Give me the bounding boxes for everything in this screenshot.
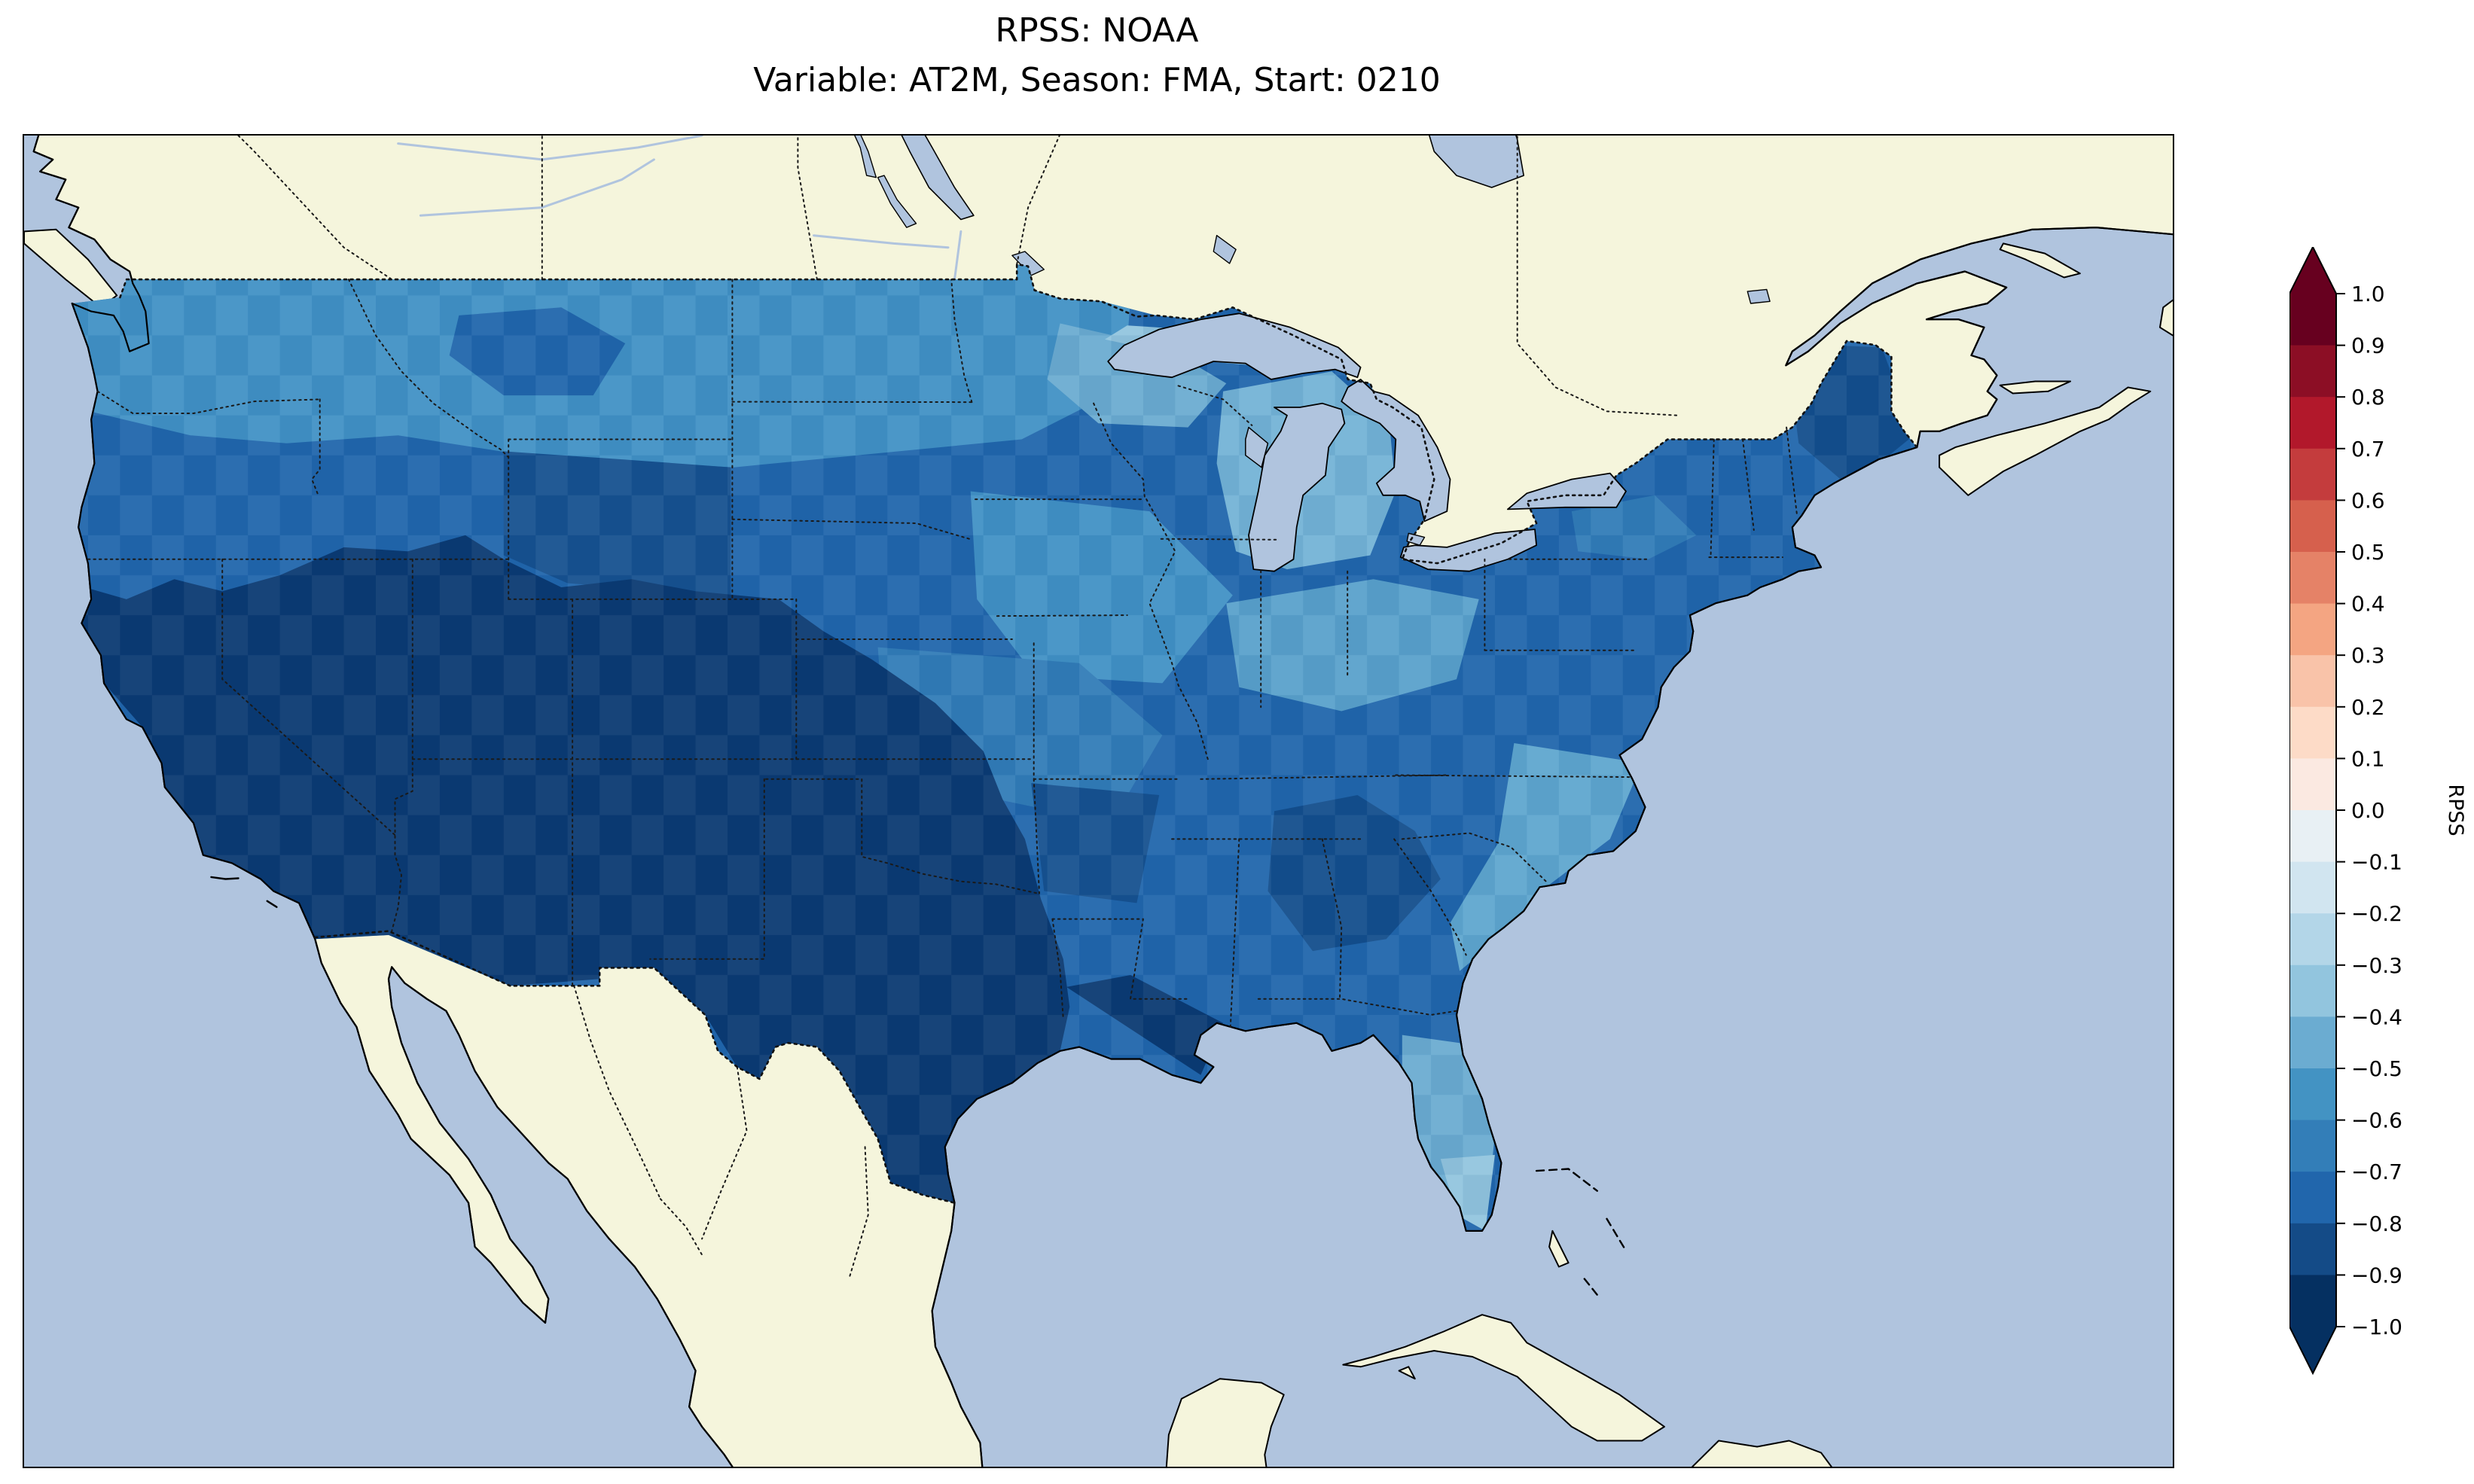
title-line-1: RPSS: NOAA [995, 11, 1199, 50]
james-bay [1429, 136, 1524, 188]
colorbar-segment [2289, 706, 2336, 759]
newfoundland-tip [2159, 299, 2173, 337]
isle-of-youth [1398, 1366, 1416, 1380]
colorbar-segment [2289, 448, 2336, 501]
colorbar-tick-label: 0.2 [2351, 695, 2385, 720]
green-bay [1245, 426, 1269, 468]
colorbar-tick-label: −0.7 [2351, 1159, 2402, 1184]
colorbar-segment [2289, 1120, 2336, 1172]
us-rpss-map [23, 134, 2174, 1468]
us-state-borders [87, 279, 1798, 1028]
colorbar-tick-label: 0.7 [2351, 437, 2385, 462]
colorbar-axis-label: RPSS [2444, 784, 2467, 836]
colorbar-tick-label: 0.8 [2351, 385, 2385, 410]
colorbar-segment [2289, 345, 2336, 398]
nova-scotia [1939, 386, 2152, 496]
colorbar-segment [2289, 1275, 2336, 1327]
colorbar-tick-label: 0.0 [2351, 798, 2385, 823]
colorbar-tick-label: 0.3 [2351, 643, 2385, 668]
colorbar-segment [2289, 758, 2336, 811]
anticosti-island [1999, 242, 2081, 279]
colorbar-tick-label: −0.5 [2351, 1056, 2402, 1081]
lake-erie [1399, 529, 1537, 572]
bahamas-chains [1535, 1168, 1627, 1300]
colorbar-tick-label: −1.0 [2351, 1315, 2402, 1339]
colorbar-segment [2289, 500, 2336, 553]
colorbar-tick-label: −0.1 [2351, 850, 2402, 875]
colorbar-svg: 1.0 0.9 0.8 0.7 0.6 0.5 0.4 0.3 0.2 0.1 0.0 −0.1 −0.… [2289, 247, 2467, 1376]
colorbar-segment [2289, 810, 2336, 863]
hispaniola [1691, 1440, 1832, 1467]
yucatan [1165, 1378, 1285, 1467]
lake-winnipeg [901, 136, 975, 221]
lac-saint-jean [1746, 288, 1771, 304]
colorbar: 1.0 0.9 0.8 0.7 0.6 0.5 0.4 0.3 0.2 0.1 0.0 −0.1 −0.… [2289, 247, 2474, 1384]
colorbar-under-arrow [2289, 1327, 2336, 1373]
colorbar-segment [2289, 294, 2336, 346]
colorbar-tick-label: 0.5 [2351, 540, 2385, 565]
colorbar-tick-label: 0.4 [2351, 592, 2385, 617]
colorbar-tick-label: 1.0 [2351, 282, 2385, 306]
lake-nipigon [1213, 235, 1237, 264]
figure-title: RPSS: NOAA Variable: AT2M, Season: FMA, … [23, 6, 2171, 105]
lake-michigan [1248, 402, 1346, 572]
lake-winnipegosis [854, 136, 877, 178]
colorbar-tick-label: −0.4 [2351, 1004, 2402, 1029]
colorbar-segment [2289, 964, 2336, 1017]
channel-islands [210, 876, 278, 908]
colorbar-tick-label: −0.9 [2351, 1263, 2402, 1287]
colorbar-segment [2289, 1172, 2336, 1224]
lake-manitoba [877, 175, 917, 228]
colorbar-segment [2289, 1223, 2336, 1275]
colorbar-tick-label: −0.2 [2351, 901, 2402, 926]
coastline-restroke [32, 136, 2173, 1467]
colorbar-segment [2289, 655, 2336, 708]
colorbar-segment [2289, 552, 2336, 605]
colorbar-tick-label: −0.8 [2351, 1211, 2402, 1236]
canada-province-borders [237, 136, 1678, 416]
colorbar-segment [2289, 397, 2336, 449]
colorbar-tick-label: 0.9 [2351, 334, 2385, 358]
us-mexico-border [314, 930, 956, 1204]
colorbar-segment [2289, 603, 2336, 656]
mexico-state-borders [573, 985, 869, 1280]
cuba [1342, 1314, 1665, 1442]
colorbar-over-arrow [2289, 247, 2336, 294]
colorbar-segment [2289, 861, 2336, 914]
andros-island [1548, 1230, 1570, 1268]
colorbar-tick-label: 0.1 [2351, 746, 2385, 771]
colorbar-segment [2289, 1016, 2336, 1069]
colorbar-segment [2289, 1068, 2336, 1121]
colorbar-segment [2289, 913, 2336, 966]
colorbar-tick-label: −0.3 [2351, 953, 2402, 978]
lake-superior [1107, 312, 1362, 380]
colorbar-tick-label: −0.6 [2351, 1108, 2402, 1133]
colorbar-tick-label: 0.6 [2351, 488, 2385, 513]
canadian-rivers [397, 136, 962, 281]
prince-edward-island [1999, 380, 2072, 395]
lake-huron [1341, 379, 1451, 523]
title-line-2: Variable: AT2M, Season: FMA, Start: 0210 [753, 61, 1441, 99]
